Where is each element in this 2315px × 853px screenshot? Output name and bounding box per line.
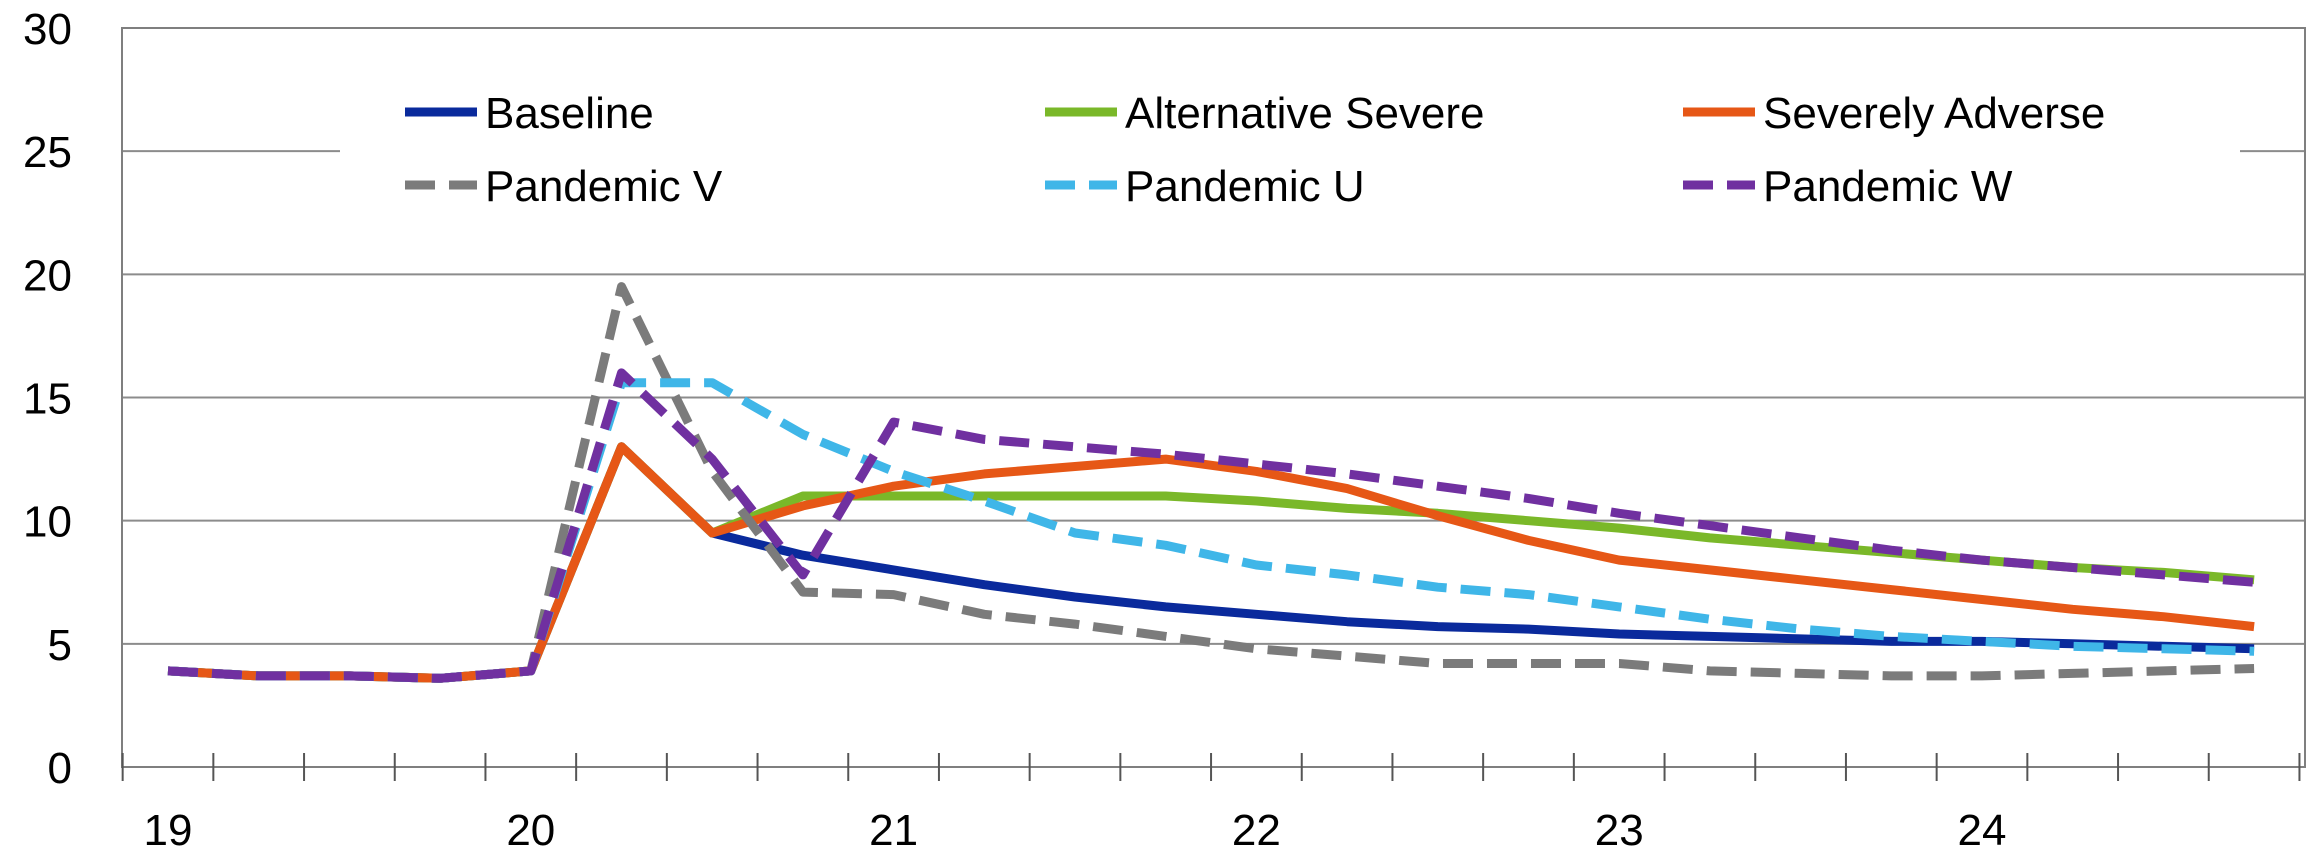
legend-label: Baseline bbox=[485, 89, 654, 138]
legend: Baseline Alternative Severe Severely Adver… bbox=[340, 60, 2240, 211]
legend-box bbox=[340, 60, 2240, 210]
plot-area bbox=[121, 27, 2306, 768]
y-tick-label: 20 bbox=[23, 251, 72, 300]
series-line bbox=[167, 368, 2255, 683]
y-tick-label: 5 bbox=[48, 621, 72, 670]
x-tick-label: 22 bbox=[1232, 806, 1281, 853]
legend-label: Pandemic V bbox=[485, 162, 723, 211]
y-tick-label: 25 bbox=[23, 128, 72, 177]
y-tick-label: 30 bbox=[23, 5, 72, 54]
y-tick-label: 10 bbox=[23, 498, 72, 547]
x-tick-label: 24 bbox=[1958, 806, 2007, 853]
legend-label: Pandemic W bbox=[1763, 162, 2013, 211]
x-tick-label: 19 bbox=[144, 806, 193, 853]
legend-label: Severely Adverse bbox=[1763, 89, 2105, 138]
series-line bbox=[167, 282, 2255, 683]
y-tick-label: 0 bbox=[48, 744, 72, 793]
x-tick-label: 20 bbox=[506, 806, 555, 853]
x-tick-label: 21 bbox=[869, 806, 918, 853]
legend-label: Pandemic U bbox=[1125, 162, 1365, 211]
series-line bbox=[167, 378, 2255, 683]
series-line bbox=[167, 442, 2255, 683]
gridlines bbox=[122, 150, 2305, 645]
legend-label: Alternative Severe bbox=[1125, 89, 1485, 138]
series-lines bbox=[167, 282, 2255, 683]
x-tick-label: 23 bbox=[1595, 806, 1644, 853]
axes: 0 5 10 15 20 25 30 19 20 21 22 23 24 bbox=[23, 5, 2306, 853]
y-tick-label: 15 bbox=[23, 375, 72, 424]
